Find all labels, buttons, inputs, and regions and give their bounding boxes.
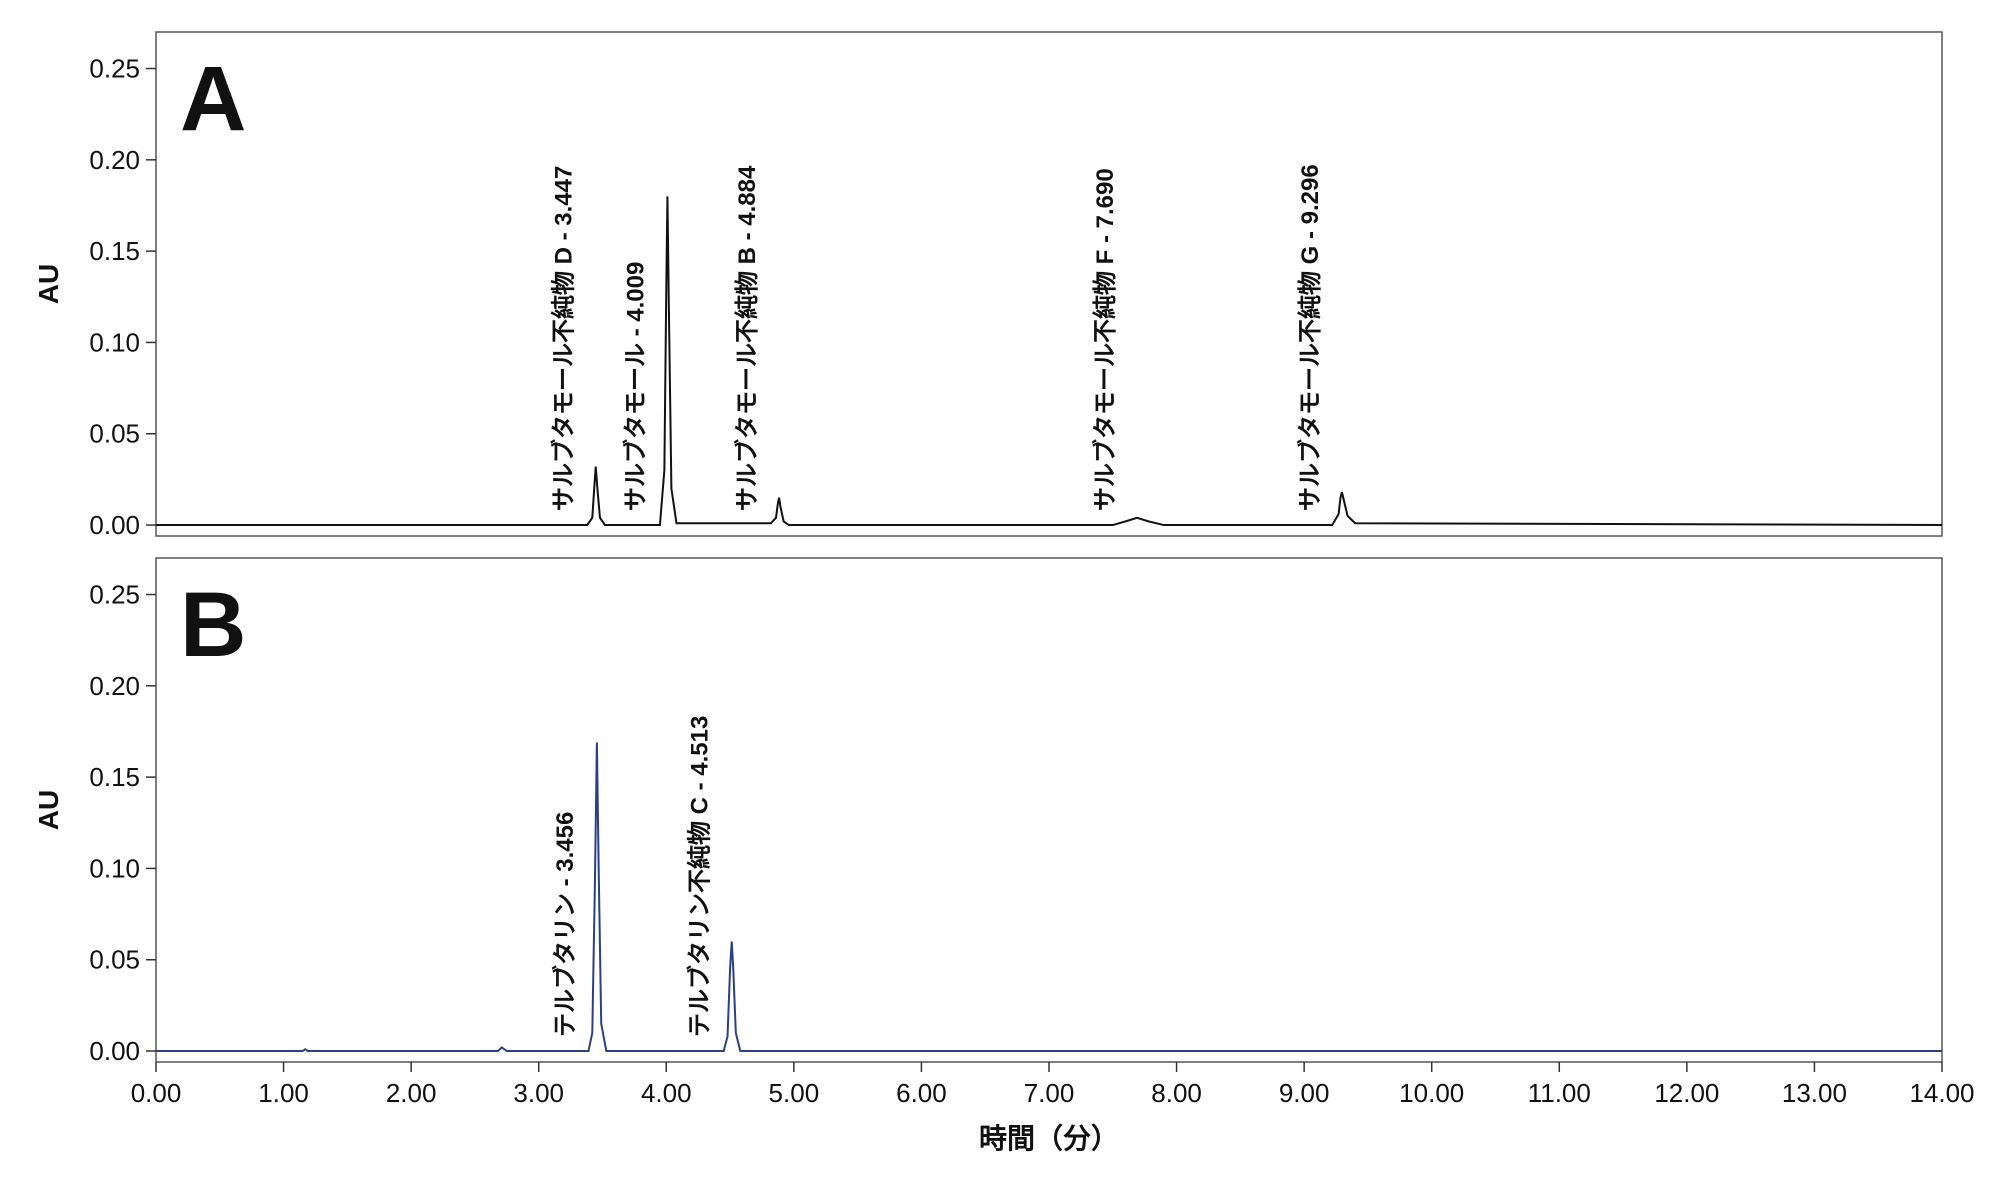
x-tick-label: 10.00 <box>1399 1078 1464 1108</box>
x-tick-label: 7.00 <box>1024 1078 1075 1108</box>
y-tick-label: 0.20 <box>89 671 140 701</box>
trace-line <box>156 742 1942 1053</box>
peak-annotation: サルブタモール不純物 G - 9.296 <box>1296 164 1324 511</box>
x-tick-label: 8.00 <box>1151 1078 1202 1108</box>
y-axis-label: AU <box>33 264 64 304</box>
x-tick-label: 12.00 <box>1654 1078 1719 1108</box>
plot-frame <box>155 557 1943 1063</box>
y-axis-label: AU <box>33 790 64 830</box>
peak-annotation: サルブタモール不純物 F - 7.690 <box>1091 168 1119 511</box>
x-tick-label: 14.00 <box>1909 1078 1974 1108</box>
x-tick-label: 11.00 <box>1528 1078 1591 1108</box>
x-tick-label: 0.00 <box>131 1078 182 1108</box>
plot-frame <box>155 31 1943 537</box>
x-tick-label: 2.00 <box>386 1078 437 1108</box>
y-tick-label: 0.10 <box>89 853 140 883</box>
y-tick-label: 0.05 <box>89 419 140 449</box>
y-tick-label: 0.25 <box>89 580 140 610</box>
peak-annotation: テルブタリン - 3.456 <box>551 812 579 1037</box>
x-tick-label: 6.00 <box>896 1078 947 1108</box>
panel-label: B <box>180 574 246 676</box>
x-tick-label: 9.00 <box>1279 1078 1330 1108</box>
panel-label: A <box>180 48 246 150</box>
y-tick-label: 0.25 <box>89 54 140 84</box>
x-tick-label: 4.00 <box>641 1078 692 1108</box>
peak-annotation: サルブタモール不純物 D - 3.447 <box>550 166 578 511</box>
x-tick-label: 3.00 <box>513 1078 564 1108</box>
x-tick-label: 1.00 <box>258 1078 309 1108</box>
y-tick-label: 0.15 <box>89 236 140 266</box>
x-axis-label: 時間（分） <box>979 1122 1119 1154</box>
y-tick-label: 0.00 <box>89 1036 140 1066</box>
y-tick-label: 0.05 <box>89 945 140 975</box>
peak-annotation: サルブタモール - 4.009 <box>621 262 649 511</box>
y-tick-label: 0.20 <box>89 145 140 175</box>
y-tick-label: 0.15 <box>89 762 140 792</box>
peak-annotation: サルブタモール不純物 B - 4.884 <box>733 165 761 511</box>
x-tick-label: 5.00 <box>769 1078 820 1108</box>
peak-annotation: テルブタリン不純物 C - 4.513 <box>686 716 714 1037</box>
y-tick-label: 0.10 <box>89 327 140 357</box>
y-tick-label: 0.00 <box>89 510 140 540</box>
x-tick-label: 13.00 <box>1782 1078 1847 1108</box>
trace-line <box>156 196 1943 527</box>
